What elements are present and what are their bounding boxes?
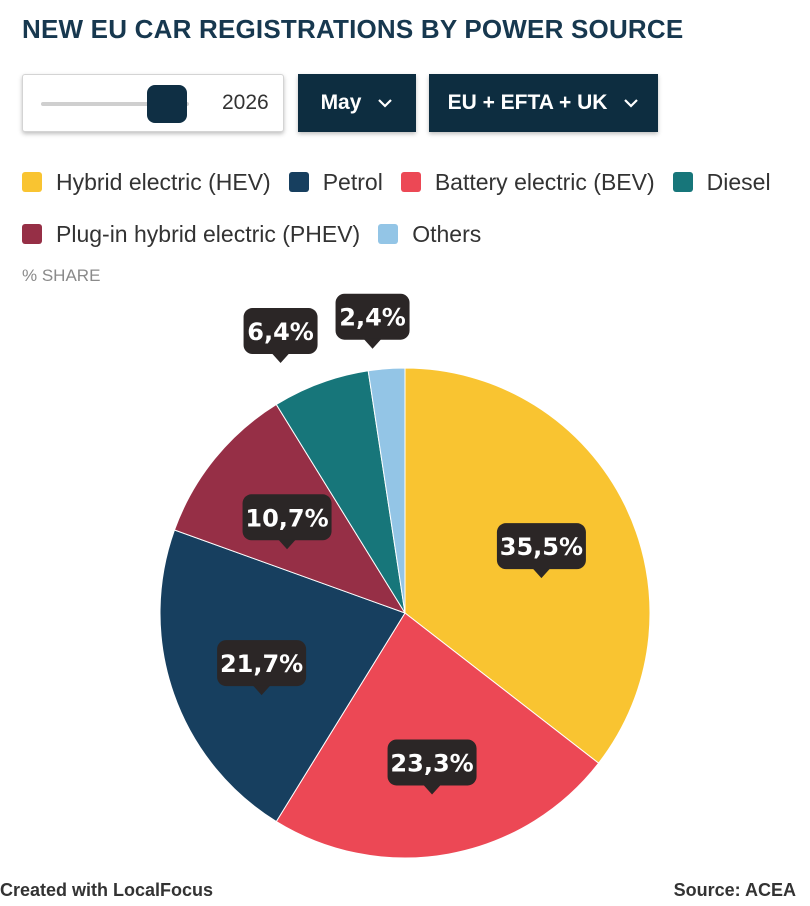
legend-label: Battery electric (BEV) bbox=[434, 168, 655, 195]
data-label: 10,7% bbox=[242, 494, 332, 550]
data-label: 35,5% bbox=[496, 523, 586, 579]
data-label: 6,4% bbox=[243, 308, 318, 364]
year-slider[interactable]: 2026 bbox=[22, 74, 284, 132]
chevron-down-icon bbox=[378, 99, 393, 108]
axis-note: % SHARE bbox=[22, 266, 101, 285]
legend-swatch bbox=[288, 172, 309, 192]
legend-label: Hybrid electric (HEV) bbox=[56, 168, 271, 195]
legend-swatch bbox=[400, 172, 421, 192]
legend-item[interactable]: Others bbox=[378, 220, 481, 248]
data-label: 23,3% bbox=[387, 739, 477, 795]
legend-item[interactable]: Petrol bbox=[288, 168, 383, 196]
year-value: 2026 bbox=[222, 91, 269, 114]
legend-swatch bbox=[378, 224, 399, 244]
slider-track[interactable] bbox=[41, 102, 189, 106]
month-dropdown[interactable]: May bbox=[298, 74, 416, 132]
data-label-text: 21,7% bbox=[220, 650, 303, 678]
legend-item[interactable]: Battery electric (BEV) bbox=[400, 168, 655, 196]
chart-title: NEW EU CAR REGISTRATIONS BY POWER SOURCE bbox=[22, 14, 684, 44]
data-label: 21,7% bbox=[217, 640, 307, 696]
legend-label: Petrol bbox=[322, 168, 383, 195]
data-label-text: 6,4% bbox=[247, 318, 314, 346]
legend-item[interactable]: Diesel bbox=[672, 168, 771, 196]
legend-swatch bbox=[22, 224, 42, 244]
data-label-text: 2,4% bbox=[339, 304, 406, 332]
legend-item[interactable]: Hybrid electric (HEV) bbox=[22, 168, 271, 196]
data-label-text: 35,5% bbox=[500, 533, 583, 561]
pie-chart: 35,5% 23,3% 21,7% 10,7% 6,4% 2,4% bbox=[159, 293, 651, 859]
data-label-text: 23,3% bbox=[390, 749, 473, 777]
legend-label: Diesel bbox=[706, 168, 771, 195]
legend-label: Others bbox=[412, 220, 482, 247]
legend-label: Plug-in hybrid electric (PHEV) bbox=[56, 220, 361, 247]
month-dropdown-label: May bbox=[320, 91, 362, 114]
legend-swatch bbox=[22, 172, 42, 192]
data-label-text: 10,7% bbox=[245, 504, 328, 532]
slider-handle[interactable] bbox=[146, 85, 187, 123]
region-dropdown-label: EU + EFTA + UK bbox=[447, 91, 608, 114]
data-label: 2,4% bbox=[335, 293, 410, 349]
legend: Hybrid electric (HEV) Petrol Battery elect… bbox=[22, 168, 802, 248]
legend-swatch bbox=[672, 172, 693, 192]
pie-slice[interactable] bbox=[275, 612, 600, 859]
footer-source: Source: ACEA bbox=[673, 880, 796, 900]
pie-slice[interactable] bbox=[367, 367, 406, 614]
footer-credit: Created with LocalFocus bbox=[0, 880, 214, 900]
region-dropdown[interactable]: EU + EFTA + UK bbox=[429, 74, 658, 132]
chevron-down-icon bbox=[624, 99, 639, 108]
legend-item[interactable]: Plug-in hybrid electric (PHEV) bbox=[22, 220, 360, 248]
